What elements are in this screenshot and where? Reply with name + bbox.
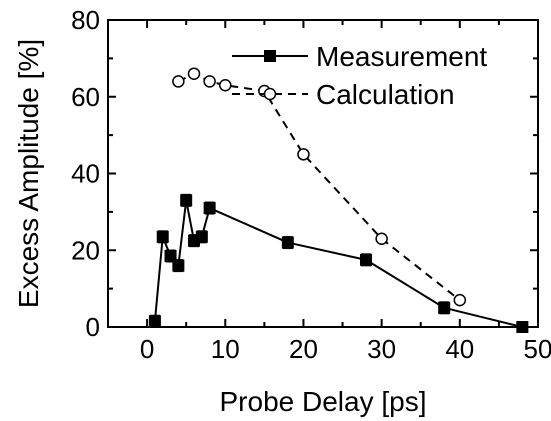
measurement-point bbox=[516, 321, 529, 333]
y-tick-label: 80 bbox=[71, 5, 100, 35]
y-tick-label: 20 bbox=[71, 235, 100, 265]
legend-marker-measurement bbox=[264, 50, 276, 62]
calculation-point bbox=[172, 75, 185, 88]
calculation-point bbox=[375, 232, 388, 245]
series-group bbox=[148, 67, 529, 333]
measurement-point bbox=[203, 202, 216, 215]
measurement-point bbox=[180, 194, 193, 207]
calculation-point bbox=[453, 293, 467, 307]
measurement-point bbox=[281, 236, 294, 249]
calculation-point bbox=[187, 67, 201, 80]
legend-label-measurement: Measurement bbox=[316, 41, 487, 72]
measurement-point bbox=[438, 301, 451, 314]
x-tick-label: 20 bbox=[289, 334, 318, 364]
ticks-group: 0 10 20 30 40 50 0 20 40 60 80 bbox=[71, 5, 551, 364]
y-tick-label: 0 bbox=[86, 312, 100, 342]
x-tick-label: 10 bbox=[211, 334, 240, 364]
measurement-point bbox=[360, 253, 372, 266]
x-tick-label: 0 bbox=[140, 334, 154, 364]
measurement-point bbox=[172, 259, 185, 272]
x-tick-label: 40 bbox=[445, 334, 474, 364]
measurement-point bbox=[156, 230, 169, 243]
legend: Measurement Calculation bbox=[232, 41, 487, 110]
calculation-point bbox=[203, 75, 216, 88]
calculation-point bbox=[297, 148, 310, 161]
measurement-point bbox=[195, 230, 208, 243]
measurement-point bbox=[148, 315, 161, 328]
x-tick-label: 30 bbox=[367, 334, 396, 364]
y-tick-label: 40 bbox=[71, 159, 100, 189]
x-tick-label: 50 bbox=[524, 334, 551, 364]
y-axis-title: Excess Amplitude [%] bbox=[13, 39, 44, 308]
measurement-point bbox=[164, 250, 177, 263]
measurement-line bbox=[153, 199, 523, 328]
y-tick-label: 60 bbox=[71, 82, 100, 112]
calculation-point bbox=[219, 78, 232, 92]
legend-label-calculation: Calculation bbox=[316, 79, 455, 110]
x-axis-title: Probe Delay [ps] bbox=[220, 386, 427, 417]
legend-marker-calculation bbox=[263, 87, 277, 101]
